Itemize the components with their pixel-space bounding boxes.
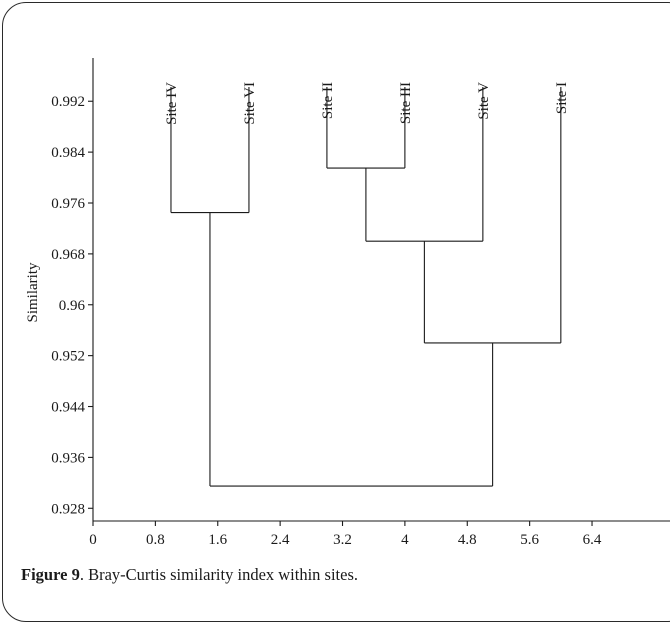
leaf-label: Site V [476,82,492,120]
leaf-label: Site II [320,82,336,119]
x-tick-label: 4 [401,532,409,548]
y-tick-label: 0.952 [51,349,85,365]
x-tick-label: 0 [89,532,97,548]
x-tick-label: 3.2 [333,532,352,548]
figure-caption: Figure 9. Bray-Curtis similarity index w… [21,565,358,585]
chart-labels: 0.992 0.984 0.976 0.968 0.96 0.952 0.944 0.936 0… [25,82,602,548]
y-tick-label: 0.976 [51,196,85,212]
y-tick-label: 0.992 [51,94,85,110]
dendrogram-tree [170,87,562,487]
leaf-label: Site IV [164,82,180,125]
y-tick-label: 0.936 [51,450,85,466]
axes [88,58,670,526]
x-tick-label: 6.4 [583,532,602,548]
leaf-label: Site III [398,82,414,124]
x-tick-label: 4.8 [458,532,477,548]
x-tick-label: 5.6 [520,532,539,548]
dendrogram-chart: 0.992 0.984 0.976 0.968 0.96 0.952 0.944 0.936 0… [25,58,670,548]
y-tick-label: 0.944 [51,400,85,416]
x-tick-label: 2.4 [271,532,290,548]
leaf-label: Site I [554,82,570,114]
x-tick-label: 0.8 [146,532,165,548]
leaf-label: Site VI [242,82,258,125]
y-tick-label: 0.96 [59,298,86,314]
y-tick-label: 0.984 [51,145,85,161]
x-tick-label: 1.6 [208,532,227,548]
y-tick-label: 0.928 [51,501,85,517]
caption-text: . Bray-Curtis similarity index within si… [79,565,359,584]
y-axis-title: Similarity [25,262,41,323]
y-tick-label: 0.968 [51,247,85,263]
caption-label: Figure 9 [21,565,80,584]
